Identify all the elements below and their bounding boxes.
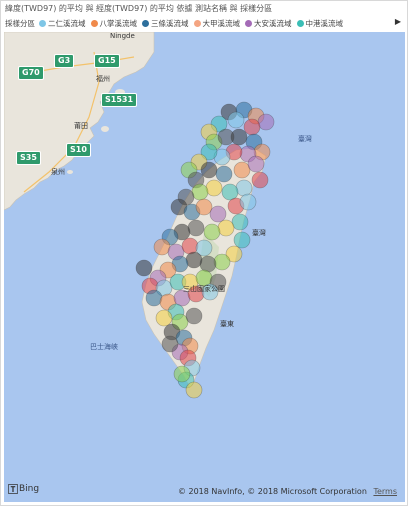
legend-label: 二仁溪流域: [48, 18, 86, 28]
place-label: 莆田: [74, 122, 88, 130]
station-bubble[interactable]: [185, 251, 203, 269]
map-canvas[interactable]: G70 G3 G15 S1531 S35 S10 Ningde 福州 莆田 泉州…: [4, 32, 405, 502]
road-shield-s1531: S1531: [101, 93, 138, 107]
legend-dot-2: [142, 19, 149, 27]
road-shield-g3: G3: [54, 54, 75, 68]
bing-logo: 🅃 Bing: [8, 481, 40, 497]
station-bubble[interactable]: [185, 381, 203, 399]
legend-dot-4: [245, 19, 252, 27]
station-bubble[interactable]: [233, 231, 251, 249]
triangle-right-icon[interactable]: ▶: [394, 17, 401, 26]
station-bubble[interactable]: [247, 155, 265, 173]
station-bubble[interactable]: [199, 255, 217, 273]
legend-dot-1: [90, 19, 98, 27]
legend-dot-3: [193, 19, 201, 27]
legend-label: 八掌溪流域: [99, 18, 138, 28]
station-bubble[interactable]: [201, 283, 219, 301]
place-label: 臺東: [220, 320, 234, 328]
station-bubble[interactable]: [221, 183, 239, 201]
legend-dot-0: [39, 19, 46, 27]
island: [101, 126, 109, 132]
legend-item[interactable]: 大甲溪流域: [193, 18, 241, 29]
station-bubble[interactable]: [205, 179, 223, 197]
road-shield-g15: G15: [94, 54, 120, 68]
place-label: Ningde: [110, 32, 135, 40]
station-bubble[interactable]: [257, 113, 275, 131]
station-bubble[interactable]: [213, 253, 231, 271]
place-label: 臺灣: [252, 229, 266, 237]
station-points: [135, 101, 275, 399]
road-shield-s10: S10: [66, 143, 91, 157]
legend-item[interactable]: 三條溪流域: [142, 18, 189, 29]
island: [67, 170, 73, 174]
map-attribution: © 2018 NavInfo, © 2018 Microsoft Corpora…: [178, 487, 397, 496]
place-label: 泉州: [51, 168, 65, 176]
bing-icon: 🅃: [8, 485, 18, 496]
station-bubble[interactable]: [243, 118, 261, 136]
station-bubble[interactable]: [225, 245, 243, 263]
station-bubble[interactable]: [235, 179, 253, 197]
terms-link[interactable]: Terms: [373, 487, 397, 496]
road-shield-g70: G70: [18, 66, 44, 80]
station-bubble[interactable]: [153, 238, 171, 256]
station-bubble[interactable]: [227, 111, 245, 129]
place-label: 三山國家公園: [183, 285, 225, 293]
station-bubble[interactable]: [135, 259, 153, 277]
legend-item[interactable]: 大安溪流域: [245, 18, 292, 29]
station-bubble[interactable]: [145, 289, 163, 307]
station-bubble[interactable]: [230, 128, 248, 146]
legend-title: 採樣分區: [5, 18, 35, 28]
station-bubble[interactable]: [185, 307, 203, 325]
station-bubble[interactable]: [231, 213, 249, 231]
station-bubble[interactable]: [217, 219, 235, 237]
legend-label: 大甲溪流域: [202, 18, 241, 28]
legend-dot-5: [296, 19, 304, 27]
road-shield-s35: S35: [16, 151, 41, 165]
sea-label: 臺灣: [298, 135, 312, 143]
highway-line: [23, 51, 100, 193]
bing-logo-text: Bing: [19, 483, 40, 494]
legend-label: 大安溪流域: [254, 18, 292, 28]
place-label: 福州: [96, 75, 110, 83]
station-bubble[interactable]: [200, 143, 218, 161]
station-bubble[interactable]: [215, 165, 233, 183]
legend: 採樣分區 二仁溪流域 八掌溪流域 三條溪流域 大甲溪流域 大安溪流域 中港溪流域: [5, 17, 397, 29]
station-bubble[interactable]: [173, 365, 191, 383]
copyright-text: © 2018 NavInfo, © 2018 Microsoft Corpora…: [177, 487, 367, 496]
visual-title: 緯度(TWD97) 的平均 與 經度(TWD97) 的平均 依據 測站名稱 與 …: [5, 4, 273, 13]
legend-item[interactable]: 中港溪流域: [296, 18, 344, 29]
station-bubble[interactable]: [195, 198, 213, 216]
station-bubble[interactable]: [233, 161, 251, 179]
station-bubble[interactable]: [191, 183, 209, 201]
legend-label: 三條溪流域: [151, 18, 189, 28]
station-bubble[interactable]: [200, 161, 218, 179]
station-bubble[interactable]: [181, 237, 199, 255]
station-bubble[interactable]: [251, 171, 269, 189]
station-bubble[interactable]: [239, 193, 257, 211]
station-bubble[interactable]: [161, 335, 179, 353]
station-bubble[interactable]: [187, 219, 205, 237]
sea-label: 巴士海峽: [90, 343, 118, 351]
map-svg: [4, 32, 275, 399]
station-bubble[interactable]: [195, 239, 213, 257]
station-bubble[interactable]: [155, 309, 173, 327]
legend-item[interactable]: 八掌溪流域: [90, 18, 138, 29]
station-bubble[interactable]: [203, 223, 221, 241]
legend-item[interactable]: 二仁溪流域: [39, 18, 86, 29]
station-bubble[interactable]: [209, 205, 227, 223]
legend-label: 中港溪流域: [305, 18, 344, 28]
